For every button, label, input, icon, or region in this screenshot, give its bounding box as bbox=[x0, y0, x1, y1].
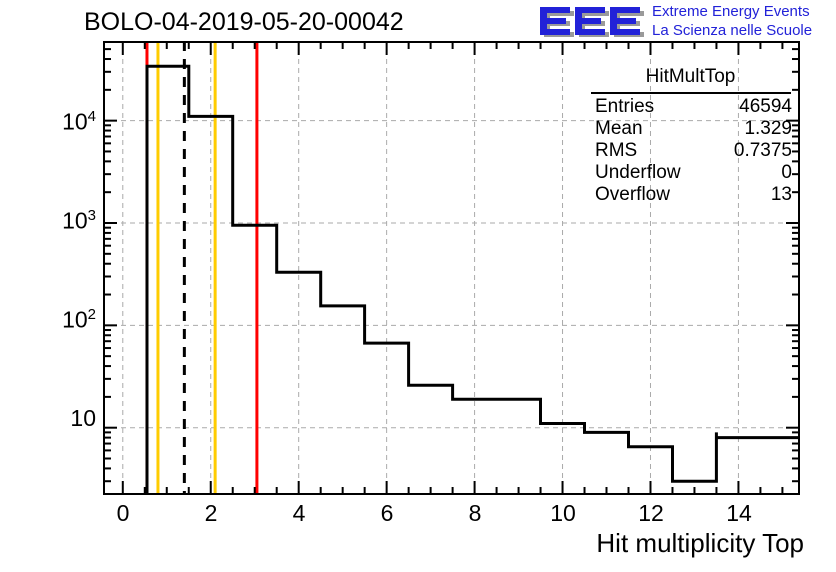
xtick-label-10: 10 bbox=[550, 500, 576, 526]
stats-value-mean: 1.329 bbox=[744, 118, 792, 139]
stats-key-underflow: Underflow bbox=[595, 162, 681, 183]
stats-divider bbox=[591, 92, 791, 94]
stats-row-underflow: Underflow 0 bbox=[583, 162, 798, 184]
stats-key-overflow: Overflow bbox=[595, 184, 670, 205]
xtick-label-4: 4 bbox=[292, 500, 306, 526]
histogram-plot bbox=[103, 41, 800, 495]
gridlines bbox=[103, 41, 800, 495]
eee-logo-line1: Extreme Energy Events bbox=[652, 3, 810, 20]
eee-logo-text: Extreme Energy Events La Scienza nelle S… bbox=[652, 2, 812, 40]
ytick-label-1000: 103 bbox=[62, 207, 96, 234]
xtick-label-8: 8 bbox=[468, 500, 482, 526]
stats-value-underflow: 0 bbox=[781, 162, 792, 183]
eee-logo-mark bbox=[538, 3, 646, 41]
histogram-outline bbox=[145, 64, 800, 495]
ytick-label-10: 10 bbox=[70, 405, 96, 431]
stats-key-mean: Mean bbox=[595, 118, 643, 139]
xtick-label-0: 0 bbox=[116, 500, 130, 526]
xtick-label-2: 2 bbox=[204, 500, 218, 526]
x-axis-title: Hit multiplicity Top bbox=[596, 528, 804, 558]
eee-logo-line2: La Scienza nelle Scuole bbox=[652, 22, 813, 39]
ytick-label-100: 102 bbox=[62, 306, 96, 333]
plot-frame bbox=[103, 41, 800, 495]
plot-title: BOLO-04-2019-05-20-00042 bbox=[84, 8, 404, 36]
stats-row-mean: Mean 1.329 bbox=[583, 118, 798, 140]
stats-title: HitMultTop bbox=[645, 66, 736, 87]
stats-key-rms: RMS bbox=[595, 140, 638, 161]
xtick-label-6: 6 bbox=[380, 500, 394, 526]
xtick-label-14: 14 bbox=[726, 500, 752, 526]
eee-logo: Extreme Energy Events La Scienza nelle S… bbox=[538, 2, 834, 42]
stats-row-overflow: Overflow 13 bbox=[583, 184, 798, 206]
stats-row-entries: Entries 46594 bbox=[583, 96, 798, 118]
stats-key-entries: Entries bbox=[595, 96, 655, 117]
stats-value-rms: 0.7375 bbox=[733, 140, 792, 161]
xtick-label-12: 12 bbox=[638, 500, 664, 526]
stats-value-entries: 46594 bbox=[739, 96, 792, 117]
stats-row-rms: RMS 0.7375 bbox=[583, 140, 798, 162]
stats-value-overflow: 13 bbox=[770, 184, 792, 205]
stats-box: HitMultTop Entries 46594 Mean 1.329 RMS … bbox=[583, 66, 798, 205]
ytick-label-10000: 104 bbox=[62, 108, 96, 135]
